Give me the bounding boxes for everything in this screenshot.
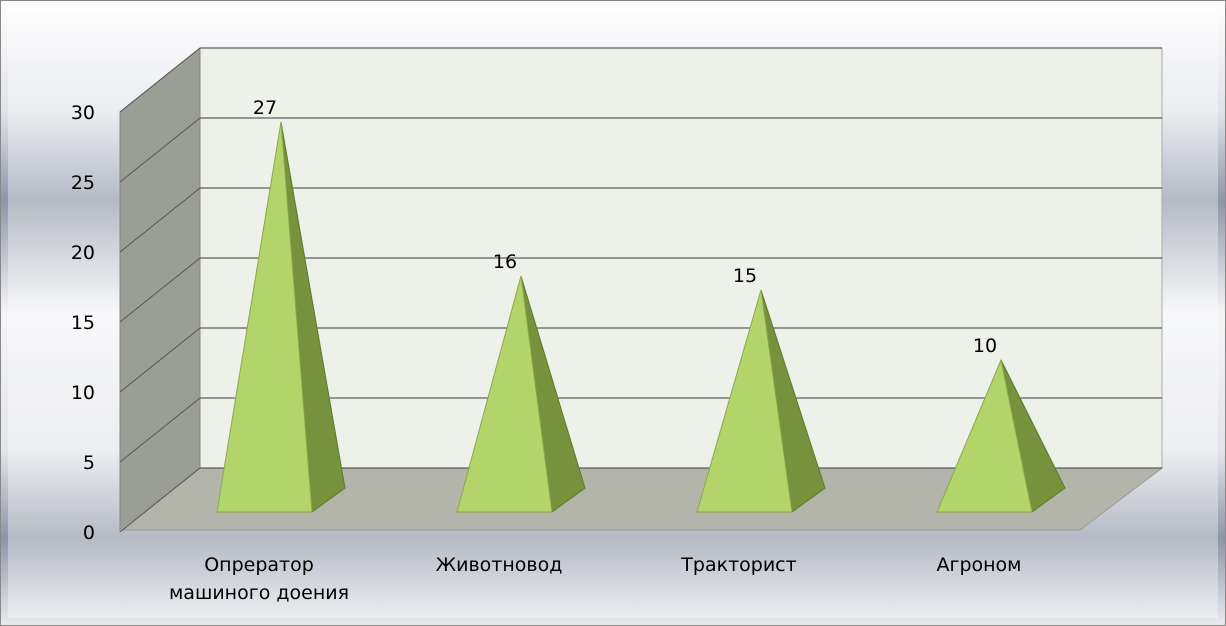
y-tick-label: 25	[71, 172, 95, 194]
pyramid-front	[936, 358, 1033, 513]
y-tick-label: 20	[71, 242, 95, 264]
y-tick-label: 10	[71, 382, 95, 404]
grid-line-side	[119, 117, 201, 183]
y-tick-label: 0	[83, 522, 95, 544]
grid-line-side	[119, 397, 201, 463]
grid-line-side	[119, 257, 201, 323]
side-wall	[119, 46, 201, 532]
y-tick-label: 30	[71, 102, 95, 124]
x-tick-label: Агроном	[936, 554, 1022, 576]
x-tick-label: Опрератор машиного доения	[168, 554, 350, 604]
value-label: 16	[493, 251, 517, 273]
value-label: 27	[253, 97, 277, 119]
grid-line-side	[119, 327, 201, 393]
grid-line-side	[119, 47, 201, 113]
y-tick-label: 5	[83, 452, 95, 474]
pyramid-front	[456, 275, 553, 513]
value-label: 15	[733, 265, 757, 287]
pyramid-front	[696, 289, 793, 513]
y-tick-label: 15	[71, 312, 95, 334]
grid-line-side	[119, 187, 201, 253]
pyramid-front	[216, 121, 313, 513]
x-tick-label: Животновод	[435, 554, 563, 576]
x-tick-label: Тракторист	[681, 554, 797, 576]
value-label: 10	[973, 335, 997, 357]
grid-line-side	[119, 467, 201, 533]
